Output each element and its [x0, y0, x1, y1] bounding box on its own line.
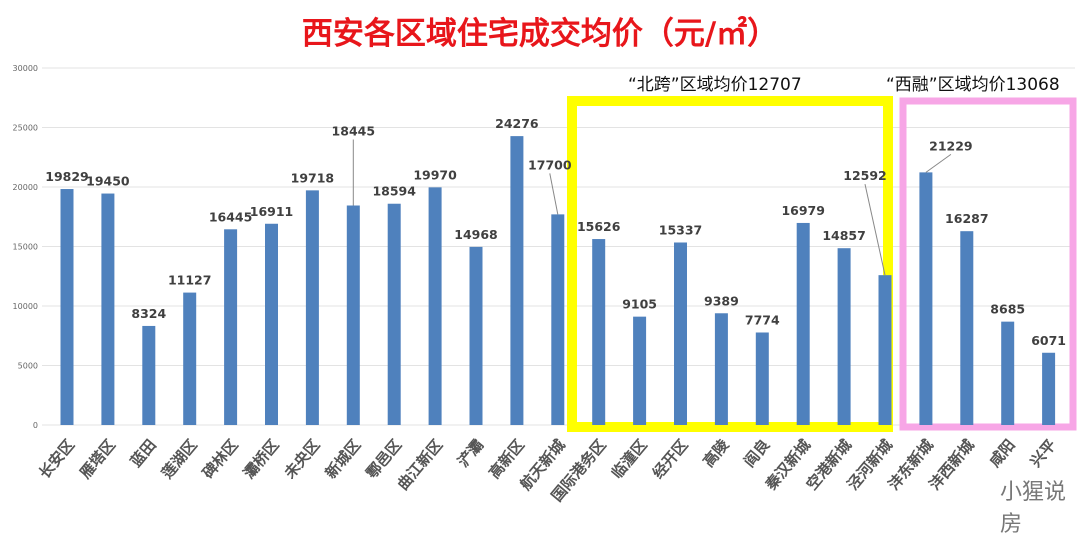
region-highlight-box: [899, 97, 1077, 431]
x-tick-label: 咸阳: [986, 436, 1019, 471]
bar: [633, 316, 647, 425]
y-tick-label: 15000: [13, 243, 38, 252]
y-tick-label: 20000: [13, 183, 38, 192]
bar: [878, 275, 892, 425]
north-region-annotation: “北跨”区域均价12707: [628, 75, 802, 95]
bar: [305, 190, 319, 425]
bar: [142, 325, 156, 425]
data-label: 9389: [704, 293, 739, 308]
bar: [592, 239, 606, 425]
data-label: 15337: [659, 222, 703, 237]
bar: [510, 136, 524, 425]
data-label: 15626: [577, 219, 621, 234]
leader-line: [925, 153, 952, 173]
x-tick-label: 浐灞: [454, 436, 487, 471]
watermark: 小猩说房: [1000, 480, 1067, 537]
bar: [387, 203, 401, 425]
data-label: 9105: [622, 297, 657, 312]
y-tick-label: 25000: [13, 124, 38, 133]
data-label: 19450: [86, 174, 130, 189]
y-tick-label: 30000: [13, 64, 38, 73]
x-tick-label: 经开区: [649, 436, 692, 482]
bar: [960, 231, 974, 425]
data-label: 21229: [929, 138, 973, 153]
data-label: 14968: [454, 227, 498, 242]
data-label: 12592: [843, 168, 887, 183]
data-label: 8324: [131, 306, 166, 321]
bar: [837, 248, 851, 425]
x-tick-label: 灞桥区: [240, 436, 283, 482]
data-label: 18445: [332, 124, 376, 139]
data-label: 24276: [495, 116, 539, 131]
west-region-annotation: “西融”区域均价13068: [886, 75, 1060, 95]
bar: [428, 187, 442, 425]
x-tick-label: 雁塔区: [76, 436, 119, 482]
x-tick-label: 临潼区: [608, 436, 651, 482]
x-tick-label: 未央区: [280, 436, 323, 483]
bar: [919, 172, 933, 425]
bar: [714, 313, 728, 425]
x-tick-label: 蓝田: [127, 436, 160, 471]
bar: [224, 229, 238, 425]
bar: [469, 246, 483, 425]
bar: [183, 292, 197, 425]
x-tick-label: 兴平: [1027, 436, 1060, 471]
data-label: 19829: [45, 169, 89, 184]
bar: [796, 222, 810, 425]
bar: [1042, 352, 1056, 425]
data-label: 16979: [781, 203, 825, 218]
bar: [346, 205, 360, 425]
bar: [551, 214, 565, 425]
chart-title: 西安各区域住宅成交均价（元/㎡）: [301, 16, 779, 52]
x-tick-label: 高陵: [699, 435, 733, 470]
data-label: 19718: [291, 170, 335, 185]
data-label: 19970: [413, 167, 457, 182]
data-label: 18594: [372, 184, 416, 199]
data-label: 16911: [250, 204, 294, 219]
data-label: 11127: [168, 273, 212, 288]
bar: [1001, 321, 1015, 425]
y-tick-label: 5000: [18, 362, 38, 371]
bar: [755, 332, 769, 425]
data-label: 16445: [209, 209, 253, 224]
bar: [60, 189, 74, 425]
x-tick-label: 新城区: [322, 436, 365, 482]
x-tick-label: 碑林区: [199, 436, 242, 482]
leader-line: [864, 184, 886, 276]
x-tick-label: 阎良: [740, 436, 773, 471]
bar: [674, 242, 687, 425]
leader-line: [549, 173, 559, 215]
data-label: 7774: [745, 312, 780, 327]
data-label: 6071: [1031, 333, 1066, 348]
data-label: 14857: [822, 228, 866, 243]
data-label: 17700: [528, 157, 572, 172]
x-tick-label: 莲湖区: [158, 436, 201, 482]
bar: [265, 223, 278, 425]
y-tick-label: 10000: [13, 302, 38, 311]
region-highlight-box: [567, 96, 893, 432]
x-tick-label: 长安区: [35, 436, 78, 482]
data-label: 8685: [990, 302, 1025, 317]
y-tick-label: 0: [33, 421, 38, 430]
bar: [101, 193, 115, 425]
data-label: 16287: [945, 211, 989, 226]
